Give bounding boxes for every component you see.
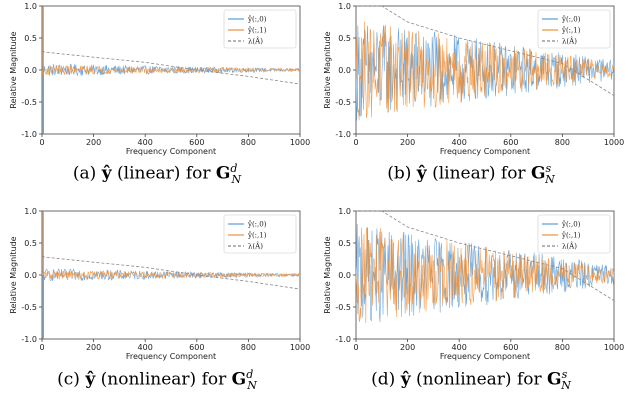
series-line-1 [355, 21, 615, 121]
x-tick-label: 400 [138, 343, 153, 352]
y-tick-label: -1.0 [21, 130, 37, 139]
x-tick-label: 400 [138, 138, 153, 147]
legend-entry: λ(Â) [248, 242, 263, 251]
legend-entry: λ(Â) [562, 242, 577, 251]
y-tick-label: 0.0 [338, 66, 351, 75]
y-tick-label: -0.5 [21, 98, 37, 107]
caption-a: (a) ŷ (linear) for GdN [72, 162, 242, 187]
series-line-1 [355, 227, 615, 323]
chart-d: -1.0 -0.5 0.0 0.5 1.0 0 200 400 600 800 1000 Freque… [323, 207, 624, 361]
y-tick-label: 1.0 [338, 2, 351, 11]
x-tick-label: 600 [189, 138, 204, 147]
series-line-1 [41, 270, 301, 280]
legend-entry: λ(Â) [248, 37, 263, 46]
x-tick-label: 200 [400, 343, 415, 352]
x-tick-label: 800 [555, 138, 570, 147]
legend-entry: ŷ(:,0) [247, 221, 267, 229]
panel-a: -1.0 -0.5 0.0 0.5 1.0 0 200 400 600 800 1000 Freque… [0, 0, 314, 205]
y-tick-label: -1.0 [335, 335, 351, 344]
x-axis-label: Frequency Component [126, 147, 216, 156]
x-tick-label: 800 [555, 343, 570, 352]
y-tick-label: 1.0 [24, 207, 37, 216]
y-tick-label: -0.5 [21, 303, 37, 312]
x-tick-label: 0 [39, 138, 44, 147]
x-tick-label: 200 [86, 138, 101, 147]
x-tick-label: 600 [503, 343, 518, 352]
caption-c: (c) ŷ (nonlinear) for GdN [57, 368, 257, 393]
x-tick-label: 1000 [604, 138, 624, 147]
panel-c: -1.0 -0.5 0.0 0.5 1.0 0 200 400 600 800 1000 Freque… [0, 205, 314, 410]
x-tick-label: 0 [353, 343, 358, 352]
legend-entry: ŷ(:,1) [561, 27, 581, 35]
x-tick-label: 1000 [290, 138, 310, 147]
panel-b: -1.0 -0.5 0.0 0.5 1.0 0 200 400 600 800 1000 Freque… [314, 0, 628, 205]
legend-entry: ŷ(:,0) [561, 16, 581, 24]
chart-c: -1.0 -0.5 0.0 0.5 1.0 0 200 400 600 800 1000 Freque… [9, 207, 310, 361]
y-tick-label: -0.5 [335, 98, 351, 107]
lambda-line [41, 255, 301, 290]
x-tick-label: 400 [452, 138, 467, 147]
legend-entry: λ(Â) [562, 37, 577, 46]
lambda-line [41, 50, 301, 85]
y-tick-label: 0.5 [24, 34, 37, 43]
y-tick-label: 0.0 [24, 66, 37, 75]
y-axis-label: Relative Magnitude [9, 236, 18, 313]
x-tick-label: 600 [189, 343, 204, 352]
series-line-1 [41, 64, 301, 75]
x-axis-label: Frequency Component [440, 352, 530, 361]
y-tick-label: 0.5 [338, 239, 351, 248]
legend-entry: ŷ(:,1) [247, 232, 267, 240]
y-tick-label: 1.0 [24, 2, 37, 11]
panel-d: -1.0 -0.5 0.0 0.5 1.0 0 200 400 600 800 1000 Freque… [314, 205, 628, 410]
chart-a: -1.0 -0.5 0.0 0.5 1.0 0 200 400 600 800 1000 Freque… [9, 2, 310, 156]
y-tick-label: -1.0 [21, 335, 37, 344]
legend-entry: ŷ(:,0) [561, 221, 581, 229]
lambda-line [356, 5, 615, 96]
y-axis-label: Relative Magnitude [9, 31, 18, 108]
x-tick-label: 600 [503, 138, 518, 147]
legend-entry: ŷ(:,1) [561, 232, 581, 240]
y-tick-label: 0.5 [338, 34, 351, 43]
x-tick-label: 200 [86, 343, 101, 352]
x-tick-label: 800 [241, 343, 256, 352]
chart-b: -1.0 -0.5 0.0 0.5 1.0 0 200 400 600 800 1000 Freque… [323, 2, 624, 156]
x-tick-label: 1000 [290, 343, 310, 352]
x-axis-label: Frequency Component [126, 352, 216, 361]
caption-b: (b) ŷ (linear) for GsN [387, 162, 555, 187]
caption-d: (d) ŷ (nonlinear) for GsN [371, 368, 571, 393]
y-tick-label: 0.0 [24, 271, 37, 280]
x-tick-label: 0 [39, 343, 44, 352]
y-tick-label: 0.0 [338, 271, 351, 280]
y-tick-label: -0.5 [335, 303, 351, 312]
legend-entry: ŷ(:,0) [247, 16, 267, 24]
lambda-line [356, 210, 615, 301]
y-axis-label: Relative Magnitude [323, 31, 332, 108]
y-tick-label: 0.5 [24, 239, 37, 248]
x-tick-label: 0 [353, 138, 358, 147]
y-axis-label: Relative Magnitude [323, 236, 332, 313]
x-tick-label: 400 [452, 343, 467, 352]
legend-entry: ŷ(:,1) [247, 27, 267, 35]
x-tick-label: 1000 [604, 343, 624, 352]
x-axis-label: Frequency Component [440, 147, 530, 156]
x-tick-label: 800 [241, 138, 256, 147]
y-tick-label: 1.0 [338, 207, 351, 216]
x-tick-label: 200 [400, 138, 415, 147]
y-tick-label: -1.0 [335, 130, 351, 139]
